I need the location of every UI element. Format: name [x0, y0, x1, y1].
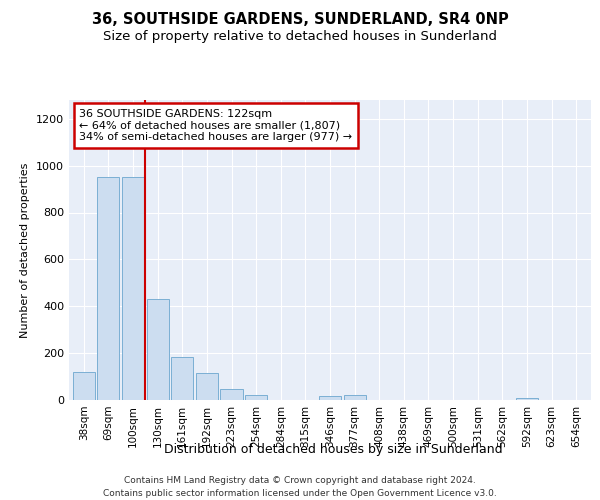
Bar — [319, 396, 341, 400]
Bar — [171, 356, 193, 400]
Bar — [220, 390, 242, 400]
Text: 36 SOUTHSIDE GARDENS: 122sqm
← 64% of detached houses are smaller (1,807)
34% of: 36 SOUTHSIDE GARDENS: 122sqm ← 64% of de… — [79, 109, 353, 142]
Y-axis label: Number of detached properties: Number of detached properties — [20, 162, 31, 338]
Bar — [97, 178, 119, 400]
Bar — [73, 372, 95, 400]
Bar — [146, 299, 169, 400]
Bar — [122, 178, 144, 400]
Text: Contains HM Land Registry data © Crown copyright and database right 2024.: Contains HM Land Registry data © Crown c… — [124, 476, 476, 485]
Bar — [516, 398, 538, 400]
Text: Distribution of detached houses by size in Sunderland: Distribution of detached houses by size … — [164, 442, 502, 456]
Text: Contains public sector information licensed under the Open Government Licence v3: Contains public sector information licen… — [103, 489, 497, 498]
Text: 36, SOUTHSIDE GARDENS, SUNDERLAND, SR4 0NP: 36, SOUTHSIDE GARDENS, SUNDERLAND, SR4 0… — [92, 12, 508, 28]
Bar — [196, 373, 218, 400]
Text: Size of property relative to detached houses in Sunderland: Size of property relative to detached ho… — [103, 30, 497, 43]
Bar — [344, 396, 366, 400]
Bar — [245, 396, 267, 400]
